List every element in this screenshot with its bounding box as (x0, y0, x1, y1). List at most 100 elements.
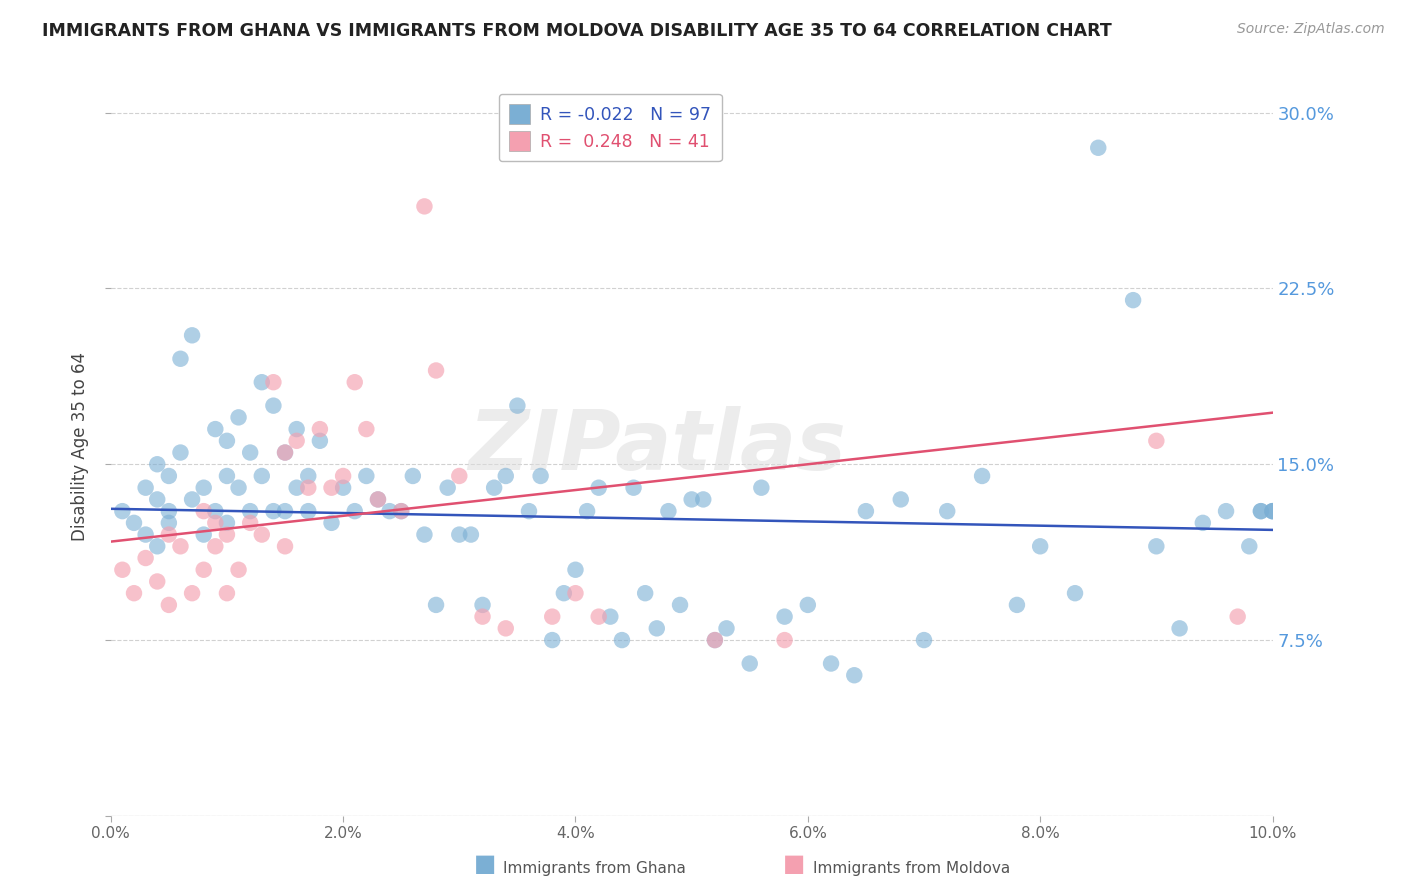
Point (530, 469, 553, 483)
Text: Immigrants from Moldova: Immigrants from Moldova (813, 861, 1010, 876)
Point (716, 621, 738, 635)
Point (343, 504, 366, 518)
Point (297, 504, 319, 518)
Point (111, 563, 134, 577)
Point (215, 586, 238, 600)
Point (844, 668, 866, 682)
Point (482, 481, 505, 495)
Point (239, 504, 262, 518)
Point (181, 328, 204, 343)
Point (262, 504, 284, 518)
Text: ■: ■ (474, 852, 496, 876)
Point (250, 375, 273, 389)
Point (274, 504, 297, 518)
Point (146, 574, 169, 589)
Point (471, 598, 494, 612)
Point (193, 481, 215, 495)
Point (389, 504, 412, 518)
Point (228, 481, 250, 495)
Point (1239, 539, 1261, 553)
Point (541, 633, 564, 648)
Point (599, 609, 621, 624)
Point (285, 481, 308, 495)
Text: ZIPatlas: ZIPatlas (468, 406, 846, 487)
Point (1250, 504, 1272, 518)
Point (332, 469, 354, 483)
Point (215, 527, 238, 541)
Point (204, 516, 226, 530)
Point (564, 586, 586, 600)
Legend: R = -0.022   N = 97, R =  0.248   N = 41: R = -0.022 N = 97, R = 0.248 N = 41 (499, 94, 721, 161)
Point (495, 621, 517, 635)
Point (169, 351, 191, 366)
Point (1029, 539, 1052, 553)
Point (169, 539, 191, 553)
Point (471, 609, 494, 624)
Point (669, 598, 692, 612)
Point (389, 504, 412, 518)
Point (738, 657, 761, 671)
Point (1261, 504, 1284, 518)
Point (495, 469, 517, 483)
Point (356, 422, 378, 436)
Point (343, 375, 366, 389)
Point (181, 492, 204, 507)
Point (576, 504, 599, 518)
Point (297, 469, 319, 483)
Text: Source: ZipAtlas.com: Source: ZipAtlas.com (1237, 22, 1385, 37)
Point (215, 516, 238, 530)
Point (309, 434, 332, 448)
Point (692, 492, 714, 507)
Point (157, 516, 180, 530)
Point (146, 539, 169, 553)
Point (239, 445, 262, 459)
Point (425, 363, 447, 377)
Point (1168, 621, 1191, 635)
Point (274, 539, 297, 553)
Point (449, 469, 471, 483)
Point (146, 492, 169, 507)
Point (1144, 539, 1167, 553)
Point (413, 527, 436, 541)
Point (321, 516, 343, 530)
Point (436, 481, 458, 495)
Point (703, 633, 725, 648)
Point (169, 445, 191, 459)
Point (1005, 598, 1028, 612)
Point (239, 516, 262, 530)
Point (122, 516, 145, 530)
Point (623, 481, 645, 495)
Point (262, 399, 284, 413)
Point (541, 609, 564, 624)
Point (564, 563, 586, 577)
Point (1261, 504, 1284, 518)
Point (250, 469, 273, 483)
Point (157, 469, 180, 483)
Point (970, 469, 993, 483)
Point (204, 539, 226, 553)
Point (274, 445, 297, 459)
Point (634, 586, 657, 600)
Point (111, 504, 134, 518)
Point (506, 399, 529, 413)
Point (135, 527, 157, 541)
Point (703, 633, 725, 648)
Point (773, 609, 796, 624)
Point (912, 633, 935, 648)
Point (274, 445, 297, 459)
Point (204, 422, 226, 436)
Text: Immigrants from Ghana: Immigrants from Ghana (503, 861, 686, 876)
Point (820, 657, 842, 671)
Point (610, 633, 633, 648)
Point (460, 527, 482, 541)
Point (367, 492, 389, 507)
Text: ■: ■ (783, 852, 806, 876)
Point (321, 481, 343, 495)
Point (413, 199, 436, 213)
Point (1226, 609, 1249, 624)
Point (1250, 504, 1272, 518)
Point (588, 481, 610, 495)
Point (157, 504, 180, 518)
Point (588, 609, 610, 624)
Point (204, 504, 226, 518)
